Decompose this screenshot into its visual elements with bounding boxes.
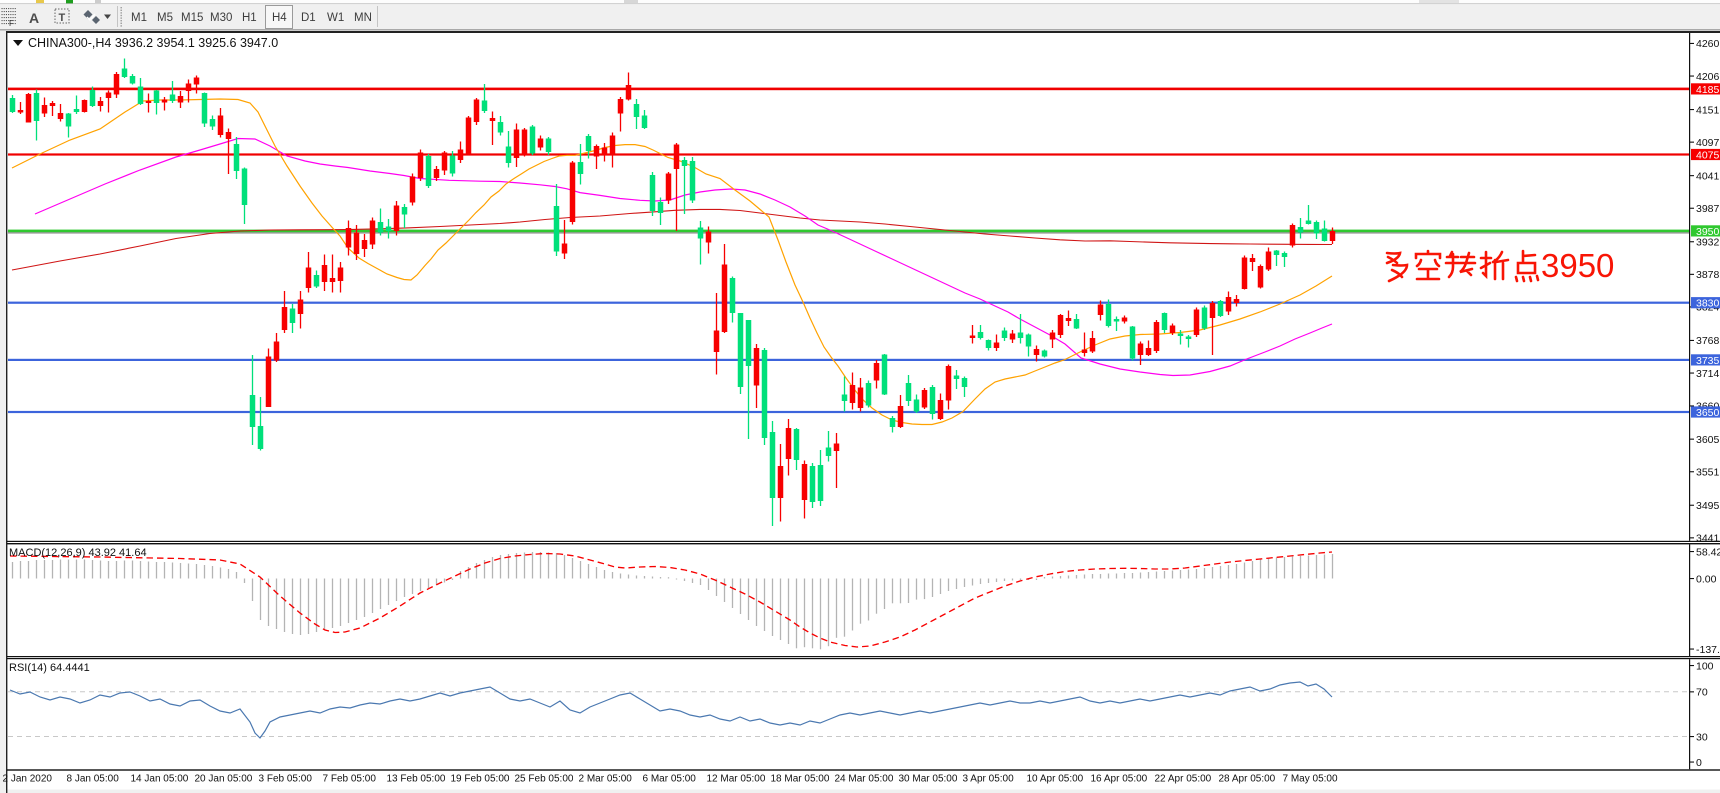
svg-text:RSI(14) 64.4441: RSI(14) 64.4441 [9, 662, 90, 674]
svg-text:8 Jan 05:00: 8 Jan 05:00 [67, 774, 120, 785]
svg-text:3735.0: 3735.0 [1696, 355, 1720, 367]
svg-text:MN: MN [354, 12, 372, 24]
svg-text:W1: W1 [327, 12, 344, 24]
svg-text:M1: M1 [131, 12, 147, 24]
svg-text:13 Feb 05:00: 13 Feb 05:00 [387, 774, 446, 785]
svg-text:22 Apr 05:00: 22 Apr 05:00 [1155, 774, 1212, 785]
svg-text:3650.0: 3650.0 [1696, 407, 1720, 419]
svg-text:4260.5: 4260.5 [1696, 38, 1720, 50]
svg-text:25 Feb 05:00: 25 Feb 05:00 [515, 774, 574, 785]
svg-text:3768.5: 3768.5 [1696, 335, 1720, 347]
svg-text:4097.0: 4097.0 [1696, 137, 1720, 149]
svg-text:7 Feb 05:00: 7 Feb 05:00 [323, 774, 377, 785]
svg-text:T: T [59, 12, 66, 24]
svg-text:2 Jan 2020: 2 Jan 2020 [3, 774, 53, 785]
svg-text:3 Feb 05:00: 3 Feb 05:00 [259, 774, 313, 785]
svg-text:10 Apr 05:00: 10 Apr 05:00 [1027, 774, 1084, 785]
svg-text:18 Mar 05:00: 18 Mar 05:00 [771, 774, 830, 785]
svg-text:16 Apr 05:00: 16 Apr 05:00 [1091, 774, 1148, 785]
svg-text:D1: D1 [301, 12, 316, 24]
svg-text:30: 30 [1696, 731, 1708, 743]
svg-text:100: 100 [1696, 660, 1714, 672]
svg-text:3950.0: 3950.0 [1696, 226, 1720, 238]
svg-text:3551.0: 3551.0 [1696, 467, 1720, 479]
svg-text:H1: H1 [242, 12, 257, 24]
svg-text:3878.0: 3878.0 [1696, 269, 1720, 281]
svg-text:4185.0: 4185.0 [1696, 84, 1720, 96]
svg-text:3714.5: 3714.5 [1696, 368, 1720, 380]
svg-text:CHINA300-,H4 3936.2 3954.1 39: CHINA300-,H4 3936.2 3954.1 3925.6 3947.0 [28, 36, 278, 50]
svg-text:14 Jan 05:00: 14 Jan 05:00 [131, 774, 189, 785]
svg-text:0.00: 0.00 [1696, 573, 1717, 585]
svg-text:MACD(12,26,9) 43.92 41.64: MACD(12,26,9) 43.92 41.64 [9, 547, 147, 559]
svg-text:3950: 3950 [1541, 247, 1614, 284]
svg-text:28 Apr 05:00: 28 Apr 05:00 [1219, 774, 1276, 785]
svg-text:3605.0: 3605.0 [1696, 434, 1720, 446]
svg-text:4041.5: 4041.5 [1696, 170, 1720, 182]
svg-text:7 May 05:00: 7 May 05:00 [1283, 774, 1338, 785]
svg-text:12 Mar 05:00: 12 Mar 05:00 [707, 774, 766, 785]
svg-text:30 Mar 05:00: 30 Mar 05:00 [899, 774, 958, 785]
svg-text:3987.5: 3987.5 [1696, 203, 1720, 215]
svg-text:M30: M30 [210, 12, 232, 24]
svg-text:4151.0: 4151.0 [1696, 104, 1720, 116]
svg-text:3932.0: 3932.0 [1696, 237, 1720, 249]
svg-text:2 Mar 05:00: 2 Mar 05:00 [579, 774, 633, 785]
svg-text:58.42: 58.42 [1696, 546, 1720, 558]
svg-text:4206.5: 4206.5 [1696, 71, 1720, 83]
svg-text:70: 70 [1696, 687, 1708, 699]
svg-text:19 Feb 05:00: 19 Feb 05:00 [451, 774, 510, 785]
svg-text:M15: M15 [181, 12, 203, 24]
svg-text:3441.5: 3441.5 [1696, 533, 1720, 545]
svg-text:F: F [9, 19, 14, 28]
svg-text:6 Mar 05:00: 6 Mar 05:00 [643, 774, 697, 785]
svg-text:-137.0: -137.0 [1696, 644, 1720, 656]
svg-text:M5: M5 [157, 12, 173, 24]
svg-text:H4: H4 [272, 12, 287, 24]
svg-text:3 Apr 05:00: 3 Apr 05:00 [963, 774, 1015, 785]
svg-text:4075.0: 4075.0 [1696, 150, 1720, 162]
svg-text:A: A [29, 10, 39, 26]
svg-text:3830.0: 3830.0 [1696, 298, 1720, 310]
svg-text:3495.5: 3495.5 [1696, 500, 1720, 512]
svg-text:20 Jan 05:00: 20 Jan 05:00 [195, 774, 253, 785]
svg-text:24 Mar 05:00: 24 Mar 05:00 [835, 774, 894, 785]
svg-text:0: 0 [1696, 757, 1702, 769]
